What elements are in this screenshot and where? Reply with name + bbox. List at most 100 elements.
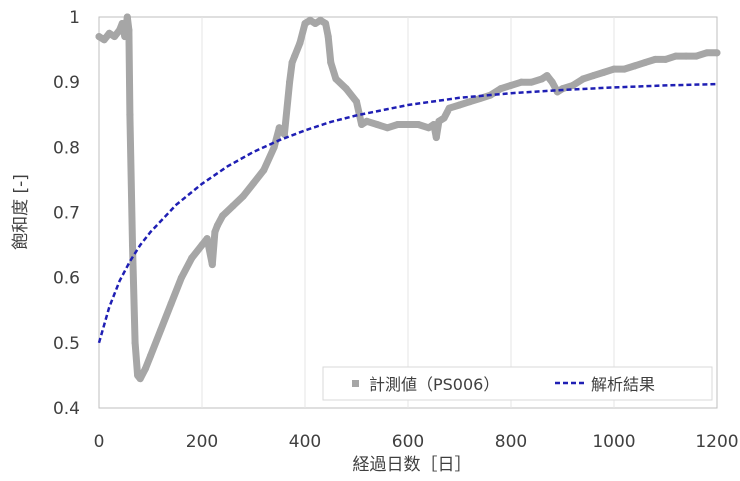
data-point-measured <box>703 49 711 57</box>
data-point-measured <box>383 124 391 132</box>
data-point-measured <box>569 81 577 89</box>
data-point-measured <box>548 78 556 86</box>
data-point-measured <box>275 124 283 132</box>
data-point-measured <box>610 65 618 73</box>
data-point-measured <box>219 212 227 220</box>
data-point-measured <box>301 20 309 28</box>
data-point-measured <box>260 166 268 174</box>
data-point-measured <box>353 98 360 106</box>
data-point-measured <box>198 241 206 249</box>
data-point-measured <box>316 16 324 24</box>
y-tick-label: 0.5 <box>53 334 80 354</box>
data-point-measured <box>270 143 278 151</box>
y-tick-label: 0.9 <box>53 73 80 93</box>
data-point-measured <box>213 222 221 230</box>
data-point-measured <box>296 39 304 47</box>
data-point-measured <box>404 121 412 129</box>
data-point-measured <box>167 300 175 308</box>
data-point-measured <box>631 62 639 70</box>
data-point-measured <box>327 59 335 67</box>
x-tick-label: 1000 <box>592 432 635 452</box>
x-axis-label: 経過日数［日］ <box>353 455 472 475</box>
series-line-analysis <box>97 82 718 344</box>
data-point-measured <box>358 121 366 129</box>
x-tick-label: 0 <box>94 432 105 452</box>
data-point-measured <box>466 98 474 106</box>
data-point-measured <box>579 75 587 83</box>
data-point-measured <box>373 121 381 129</box>
data-point-measured <box>177 274 185 282</box>
x-tick-label: 600 <box>392 432 424 452</box>
x-tick-label: 1200 <box>695 432 738 452</box>
legend: 計測値（PS006） 解析結果 <box>322 366 713 401</box>
data-point-measured <box>713 49 721 57</box>
data-point-measured <box>291 52 299 60</box>
data-point-measured <box>538 75 546 83</box>
gridlines <box>201 17 615 408</box>
data-point-measured <box>682 52 690 60</box>
x-tick-label: 200 <box>186 432 218 452</box>
x-tick-label: 800 <box>495 432 527 452</box>
data-point-measured <box>136 375 144 383</box>
data-point-measured <box>332 75 340 83</box>
data-point-measured <box>306 16 314 24</box>
data-point-measured <box>435 117 443 125</box>
data-point-measured <box>188 254 196 262</box>
series-line-measured <box>95 13 721 383</box>
data-point-measured <box>131 339 139 347</box>
data-point-measured <box>250 179 257 187</box>
data-point-measured <box>425 124 433 132</box>
data-point-measured <box>497 85 505 93</box>
data-point-measured <box>430 121 438 129</box>
data-point-measured <box>211 228 219 236</box>
series-group <box>95 13 721 383</box>
legend-marker-measured <box>352 380 359 387</box>
data-point-measured <box>286 78 294 86</box>
data-point-measured <box>203 235 211 243</box>
data-point-measured <box>517 78 525 86</box>
data-point-measured <box>125 26 133 34</box>
data-point-measured <box>363 117 371 125</box>
data-point-measured <box>445 104 453 112</box>
legend-label-measured: 計測値（PS006） <box>369 375 499 394</box>
data-point-measured <box>280 130 288 138</box>
data-point-measured <box>128 241 136 249</box>
data-point-measured <box>123 13 131 21</box>
data-point-measured <box>600 68 608 76</box>
data-point-measured <box>311 20 319 28</box>
data-point-measured <box>288 59 296 67</box>
data-point-measured <box>342 85 350 93</box>
y-tick-label: 0.7 <box>53 204 80 224</box>
data-point-measured <box>116 26 124 34</box>
data-point-measured <box>692 52 700 60</box>
data-point-measured <box>641 59 649 67</box>
y-tick-label: 1 <box>69 8 80 28</box>
data-point-measured <box>324 33 332 41</box>
y-axis-label: 飽和度 [-] <box>11 174 31 250</box>
data-point-measured <box>651 55 659 63</box>
data-point-measured <box>126 111 134 119</box>
y-tick-label: 0.6 <box>53 269 80 289</box>
data-point-measured <box>95 33 103 41</box>
data-point-measured <box>543 72 551 80</box>
y-axis-ticks: 0.4 0.5 0.6 0.7 0.8 0.9 1 <box>53 8 80 419</box>
data-point-measured <box>141 365 149 373</box>
x-axis-ticks: 0 200 400 600 800 1000 1200 <box>94 432 739 452</box>
data-point-measured <box>239 192 247 200</box>
data-point-measured <box>456 101 463 109</box>
data-point-measured <box>394 121 402 129</box>
data-point-measured <box>589 72 597 80</box>
data-point-measured <box>208 261 216 269</box>
y-tick-label: 0.8 <box>53 138 80 158</box>
data-point-measured <box>440 114 448 122</box>
x-tick-label: 400 <box>289 432 321 452</box>
data-point-measured <box>620 65 628 73</box>
data-point-measured <box>229 202 237 210</box>
data-point-measured <box>432 134 440 142</box>
data-point-measured <box>322 20 330 28</box>
y-tick-label: 0.4 <box>53 399 80 419</box>
legend-label-analysis: 解析結果 <box>591 375 655 394</box>
data-point-measured <box>100 36 108 44</box>
